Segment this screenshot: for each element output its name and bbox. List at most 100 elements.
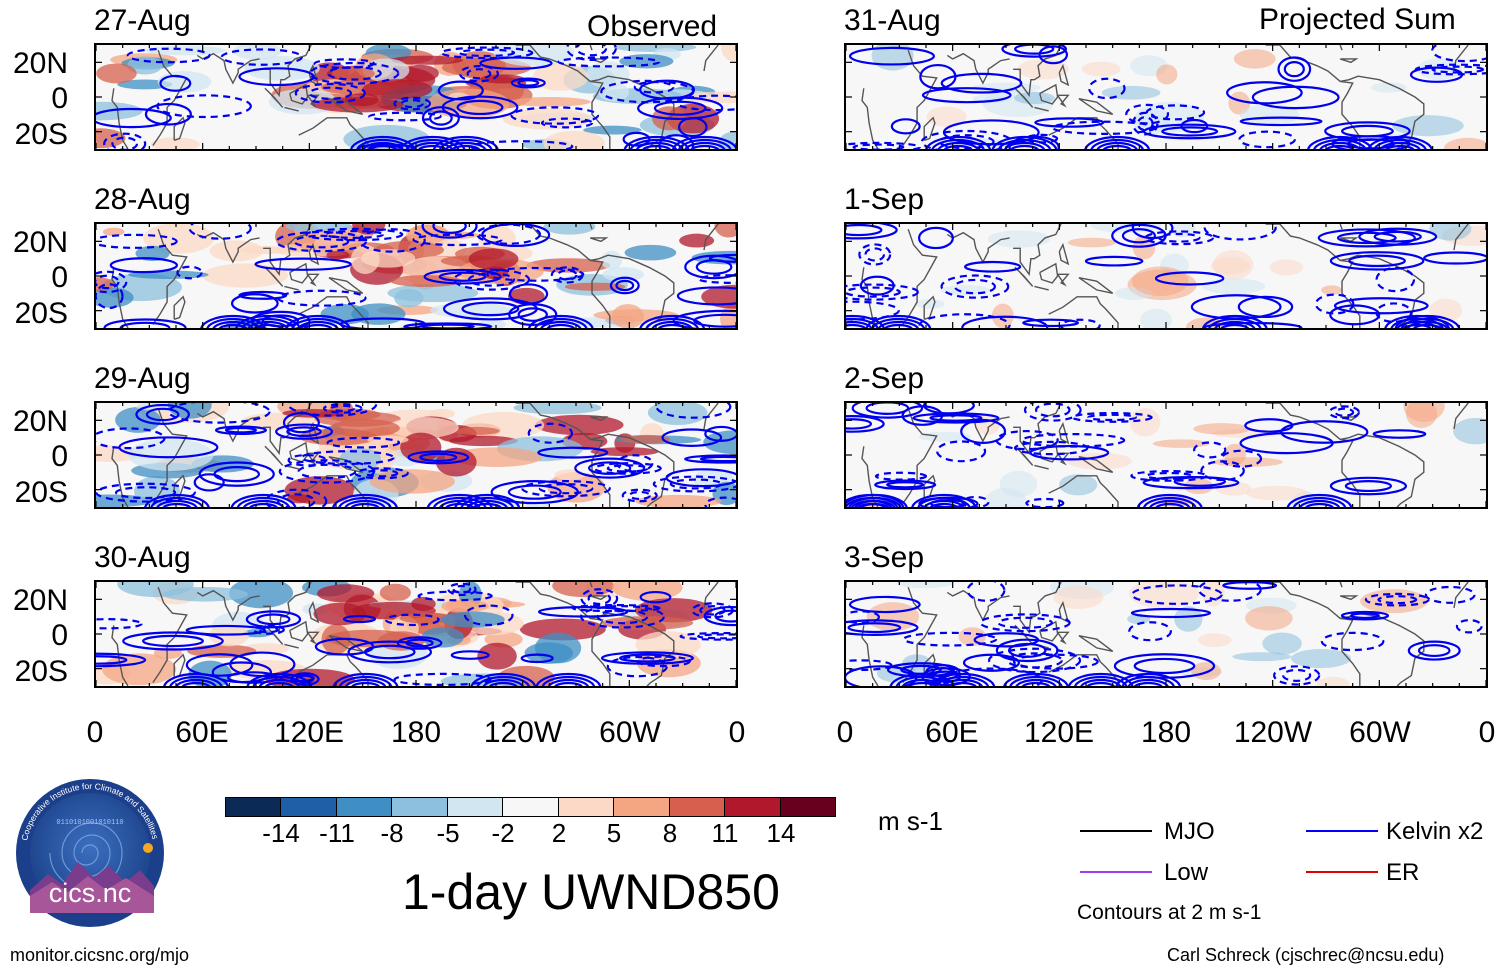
axis-ticks	[846, 224, 1486, 328]
axis-ticks	[96, 403, 736, 507]
legend-label-kelvin: Kelvin x2	[1386, 818, 1484, 845]
observed-title: Observed	[587, 10, 718, 43]
colorbar-swatch	[447, 798, 504, 816]
map-panel-projected-2	[844, 222, 1488, 330]
colorbar-tick-label: 8	[662, 818, 678, 848]
legend-label-mjo: MJO	[1164, 818, 1215, 845]
lat-label-20s: 20S	[14, 655, 68, 688]
colorbar-swatch	[669, 798, 726, 816]
map-panel-projected-4	[844, 580, 1488, 688]
footer-author: Carl Schreck (cjschrec@ncsu.edu)	[1167, 945, 1445, 965]
lon-label: 60W	[1349, 716, 1411, 749]
logo-binary-text: 0110101001010110	[56, 819, 123, 827]
colorbar-tick-label: 14	[766, 818, 796, 848]
colorbar-swatch	[503, 798, 559, 816]
lon-label: 60W	[599, 716, 661, 749]
wind-map	[846, 403, 1486, 507]
lat-label-20n: 20N	[12, 405, 68, 438]
kelvin-contours	[96, 45, 736, 149]
lon-label: 0	[728, 716, 746, 749]
lat-label-20n: 20N	[12, 584, 68, 617]
lat-label-20s: 20S	[14, 297, 68, 330]
map-panel-observed-1	[94, 43, 738, 151]
lat-label-0: 0	[51, 440, 68, 473]
panel-date-label: 29-Aug	[94, 362, 191, 395]
wind-map	[846, 224, 1486, 328]
colorbar	[225, 797, 836, 817]
map-panel-observed-4	[94, 580, 738, 688]
colorbar-swatch	[336, 798, 393, 816]
lat-label-20n: 20N	[12, 47, 68, 80]
map-panel-observed-2	[94, 222, 738, 330]
cics-logo: Cooperative Institute for Climate and Sa…	[8, 778, 172, 928]
lon-label: 0	[86, 716, 104, 749]
colorbar-swatch	[226, 798, 282, 816]
lon-label: 0	[1478, 716, 1496, 749]
axis-ticks	[96, 224, 736, 328]
axis-ticks	[96, 45, 736, 149]
kelvin-contours	[846, 224, 1486, 328]
coastline	[111, 582, 719, 686]
colorbar-tick-label: -2	[491, 818, 515, 848]
colorbar-tick-label: 5	[606, 818, 622, 848]
coastline	[861, 224, 1469, 328]
colorbar-units: m s-1	[878, 806, 943, 836]
colorbar-swatch	[281, 798, 337, 816]
lon-label: 60E	[925, 716, 979, 749]
kelvin-contours	[96, 582, 736, 686]
wind-map	[846, 45, 1486, 149]
map-panel-projected-1	[844, 43, 1488, 151]
colorbar-tick-label: -8	[380, 818, 404, 848]
colorbar-tick-label: -11	[319, 818, 355, 848]
panel-date-label: 30-Aug	[94, 541, 191, 574]
logo-name: cics.nc	[49, 878, 132, 908]
axis-ticks	[846, 45, 1486, 149]
colorbar-swatch	[780, 798, 835, 816]
lon-label: 180	[1140, 716, 1192, 749]
colorbar-tick-label: -5	[436, 818, 460, 848]
colorbar-swatch	[614, 798, 670, 816]
product-title: 1-day UWND850	[402, 864, 780, 920]
legend-swatch-kelvin	[1306, 830, 1378, 832]
colorbar-tick-label: 2	[551, 818, 567, 848]
footer-source-url: monitor.cicsnc.org/mjo	[10, 945, 190, 965]
panel-date-label: 3-Sep	[844, 541, 925, 574]
kelvin-contours	[846, 45, 1486, 149]
lat-label-0: 0	[51, 82, 68, 115]
lat-label-20s: 20S	[14, 118, 68, 151]
panel-date-label: 27-Aug	[94, 4, 191, 37]
panel-date-label: 31-Aug	[844, 4, 941, 37]
lon-label: 120E	[1023, 716, 1095, 749]
wind-map	[96, 224, 736, 328]
map-panel-projected-3	[844, 401, 1488, 509]
kelvin-contours	[96, 403, 736, 507]
lon-label: 120W	[483, 716, 563, 749]
colorbar-swatch	[558, 798, 615, 816]
cics-logo-graphic: Cooperative Institute for Climate and Sa…	[16, 779, 164, 927]
kelvin-contours	[96, 224, 736, 328]
panel-date-label: 28-Aug	[94, 183, 191, 216]
legend-swatch-mjo	[1080, 830, 1152, 832]
map-panel-observed-3	[94, 401, 738, 509]
legend-contour-note: Contours at 2 m s-1	[1077, 901, 1262, 924]
legend-label-er: ER	[1386, 859, 1420, 886]
legend-swatch-er	[1306, 871, 1378, 873]
panel-date-label: 1-Sep	[844, 183, 925, 216]
lon-label: 180	[390, 716, 442, 749]
axis-ticks	[846, 582, 1486, 686]
kelvin-contours	[846, 582, 1483, 686]
legend-label-low: Low	[1164, 859, 1209, 886]
lon-label: 0	[836, 716, 854, 749]
wind-map	[96, 582, 736, 686]
wind-map	[846, 582, 1486, 686]
wind-map	[96, 45, 736, 149]
projected-title: Projected Sum	[1259, 3, 1456, 36]
axis-ticks	[846, 403, 1486, 507]
lon-label: 60E	[175, 716, 229, 749]
panel-date-label: 2-Sep	[844, 362, 925, 395]
lat-label-0: 0	[51, 261, 68, 294]
colorbar-swatch	[392, 798, 448, 816]
coastline	[111, 224, 719, 328]
lat-label-20s: 20S	[14, 476, 68, 509]
axis-ticks	[96, 582, 736, 686]
